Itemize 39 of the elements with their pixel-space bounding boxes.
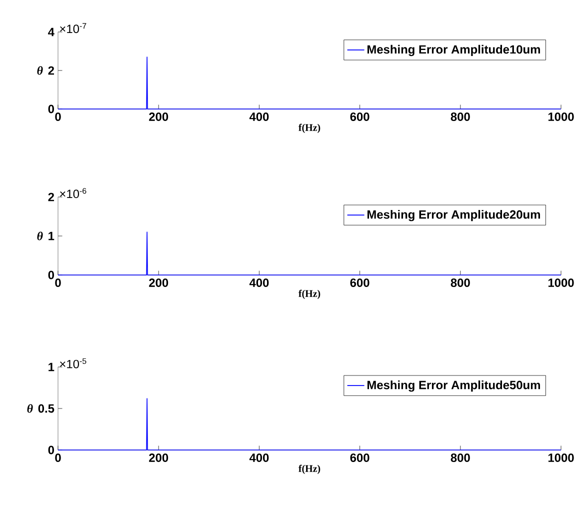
y-axis-title: θ <box>27 404 33 413</box>
legend-label: Meshing Error Amplitude20um <box>367 210 540 222</box>
x-tick-label: 400 <box>249 112 269 121</box>
legend-label: Meshing Error Amplitude10um <box>367 44 540 56</box>
x-tick-label: 0 <box>55 454 61 462</box>
x-tick-label: 600 <box>350 278 370 287</box>
x-axis-title: f(Hz) <box>298 124 320 133</box>
annotation: ×10$^{-6}$ <box>60 188 86 198</box>
y-tick-label: 4 <box>48 28 54 36</box>
x-axis-title: f(Hz) <box>298 464 320 474</box>
y-tick-label: 1 <box>48 232 54 240</box>
x-axis-title: f(Hz) <box>298 290 320 299</box>
x-tick-label: 0 <box>55 278 61 287</box>
y-tick-label: 2 <box>48 192 54 202</box>
x-tick-label: 800 <box>450 278 470 287</box>
y-tick-label: 0 <box>48 104 54 114</box>
x-tick-label: 1000 <box>548 112 574 121</box>
y-axis-title: θ <box>37 66 43 75</box>
y-tick-label: 1 <box>48 362 54 372</box>
x-tick-label: 200 <box>149 454 168 462</box>
y-axis-title: θ <box>37 232 43 240</box>
x-tick-label: 1000 <box>548 454 574 462</box>
x-tick-label: 800 <box>450 454 470 462</box>
y-tick-label: 0 <box>48 446 54 454</box>
x-tick-label: 400 <box>249 454 269 462</box>
x-tick-label: 200 <box>149 278 168 287</box>
annotation: ×10$^{-5}$ <box>60 358 86 368</box>
y-tick-label: 0 <box>48 270 54 280</box>
x-tick-label: 1000 <box>548 278 574 287</box>
x-tick-label: 0 <box>55 112 61 121</box>
x-tick-label: 800 <box>450 112 470 121</box>
x-tick-label: 600 <box>350 454 370 462</box>
y-tick-label: 0.5 <box>38 404 54 413</box>
x-tick-label: 200 <box>149 112 168 121</box>
annotation: ×10$^{-7}$ <box>60 23 86 34</box>
y-tick-label: 2 <box>48 66 54 75</box>
x-tick-label: 600 <box>350 112 370 121</box>
legend-label: Meshing Error Amplitude50um <box>367 380 540 392</box>
x-tick-label: 400 <box>249 278 269 287</box>
